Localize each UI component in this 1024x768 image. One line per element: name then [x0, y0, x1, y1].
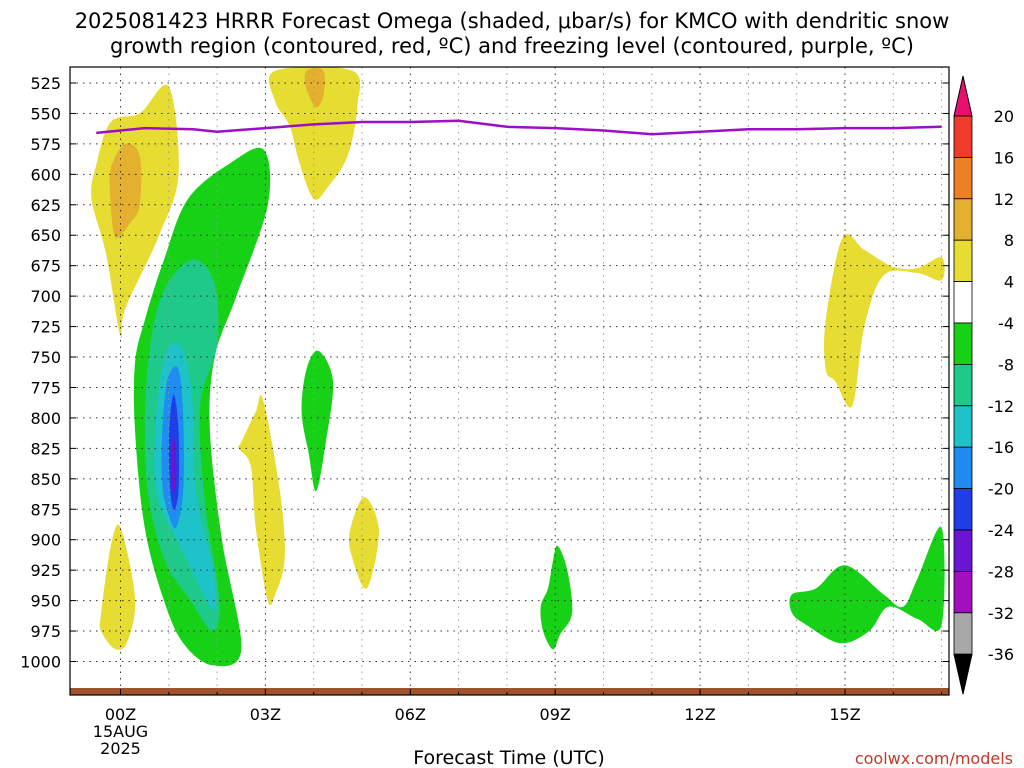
omega-region-4 [99, 524, 136, 650]
colorbar-box-12 [953, 571, 973, 614]
x-tick-label-00Z: 00Z [105, 705, 136, 724]
colorbar-box-10 [953, 488, 973, 531]
y-tick-label-1000: 1000 [20, 653, 61, 672]
omega-region-15 [540, 545, 573, 650]
colorbar-box-6 [953, 322, 973, 365]
colorbar-label-16: 16 [994, 148, 1014, 167]
x-tick-label-15Z: 15Z [829, 705, 860, 724]
colorbar-bottom-arrow [953, 653, 973, 695]
omega-region-2 [268, 67, 361, 200]
x-tick-label-03Z: 03Z [250, 705, 281, 724]
omega-region-3 [304, 68, 325, 108]
omega-region-14 [301, 350, 334, 492]
colorbar-label--20: -20 [988, 480, 1014, 499]
omega-region-1 [109, 143, 142, 239]
y-tick-label-850: 850 [30, 470, 61, 489]
colorbar-label--4: -4 [998, 314, 1014, 333]
omega-region-5 [238, 395, 285, 606]
plot-frame [69, 66, 950, 696]
x-axis-title: Forecast Time (UTC) [413, 747, 604, 768]
y-axis-ticks: 525 550 575 600 625 650 675 700 725 750 775 800 825 8… [20, 74, 949, 672]
colorbar-label--36: -36 [988, 645, 1014, 664]
x-tick-label-12Z: 12Z [684, 705, 715, 724]
colorbar-label-4: 4 [1004, 273, 1014, 292]
omega-region-7 [824, 233, 945, 408]
y-tick-label-600: 600 [30, 165, 61, 184]
colorbar-box-4 [953, 239, 973, 282]
colorbar-label--16: -16 [988, 438, 1014, 457]
freezing-level-contour [96, 119, 942, 136]
credit-text: coolwx.com/models [855, 749, 1013, 768]
colorbar: 20 16 12 8 4 -4 -8 -12 -16 -20 -24 -28 -32 -36 [953, 75, 1014, 695]
colorbar-box-13 [953, 612, 973, 655]
x-tick-label-06Z: 06Z [395, 705, 426, 724]
x-tick-year: 2025 [100, 739, 141, 758]
colorbar-label-20: 20 [994, 107, 1014, 126]
y-tick-label-750: 750 [30, 348, 61, 367]
colorbar-box-2 [953, 156, 973, 200]
y-tick-label-925: 925 [30, 561, 61, 580]
colorbar-label-8: 8 [1004, 231, 1014, 250]
chart-title-line2: growth region (contoured, red, ºC) and f… [110, 34, 914, 58]
y-tick-label-625: 625 [30, 196, 61, 215]
x-tick-label-09Z: 09Z [540, 705, 571, 724]
y-tick-label-550: 550 [30, 104, 61, 123]
y-tick-label-775: 775 [30, 378, 61, 397]
grid-lines [70, 67, 949, 695]
y-tick-label-975: 975 [30, 622, 61, 641]
colorbar-box-3 [953, 198, 973, 241]
colorbar-box-5 [953, 281, 973, 324]
omega-region-6 [349, 497, 379, 589]
colorbar-box-9 [953, 446, 973, 490]
chart-title-line1: 2025081423 HRRR Forecast Omega (shaded, … [75, 9, 950, 33]
y-tick-label-575: 575 [30, 135, 61, 154]
colorbar-top-arrow [953, 75, 973, 117]
y-tick-label-700: 700 [30, 287, 61, 306]
surface-band [70, 688, 949, 695]
y-tick-label-825: 825 [30, 439, 61, 458]
colorbar-label--28: -28 [988, 562, 1014, 581]
omega-region-16 [789, 526, 945, 644]
y-tick-label-800: 800 [30, 409, 61, 428]
colorbar-box-7 [953, 363, 973, 407]
colorbar-box-11 [953, 529, 973, 572]
y-tick-label-675: 675 [30, 257, 61, 276]
y-tick-label-725: 725 [30, 318, 61, 337]
colorbar-box-8 [953, 405, 973, 448]
surface-layer [70, 688, 949, 695]
y-tick-label-525: 525 [30, 74, 61, 93]
colorbar-label-12: 12 [994, 190, 1014, 209]
colorbar-label--32: -32 [988, 604, 1014, 623]
y-tick-label-900: 900 [30, 531, 61, 550]
y-tick-label-650: 650 [30, 226, 61, 245]
omega-shading [91, 67, 945, 667]
colorbar-label--8: -8 [998, 355, 1014, 374]
x-tick-date: 15AUG [93, 722, 148, 741]
freezing-level-line [96, 119, 942, 136]
colorbar-box-1 [953, 115, 973, 158]
colorbar-label--12: -12 [988, 397, 1014, 416]
colorbar-label--24: -24 [988, 521, 1014, 540]
y-tick-label-950: 950 [30, 592, 61, 611]
y-tick-label-875: 875 [30, 500, 61, 519]
